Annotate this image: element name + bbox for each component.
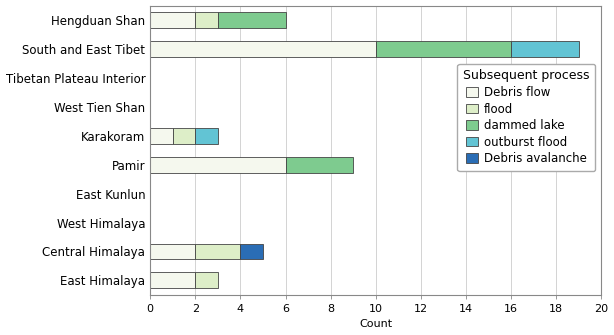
Bar <box>376 41 511 57</box>
Bar <box>150 41 376 57</box>
Bar <box>150 157 286 173</box>
Bar <box>195 128 218 144</box>
Legend: Debris flow, flood, dammed lake, outburst flood, Debris avalanche: Debris flow, flood, dammed lake, outburs… <box>457 64 596 171</box>
Bar <box>150 128 173 144</box>
Bar <box>195 272 218 288</box>
Bar <box>195 12 218 28</box>
Bar <box>241 244 263 259</box>
Bar <box>218 12 286 28</box>
X-axis label: Count: Count <box>359 320 392 329</box>
Bar <box>150 244 195 259</box>
Bar <box>173 128 195 144</box>
Bar <box>150 12 195 28</box>
Bar <box>286 157 353 173</box>
Bar <box>195 244 241 259</box>
Bar <box>150 272 195 288</box>
Bar <box>511 41 579 57</box>
